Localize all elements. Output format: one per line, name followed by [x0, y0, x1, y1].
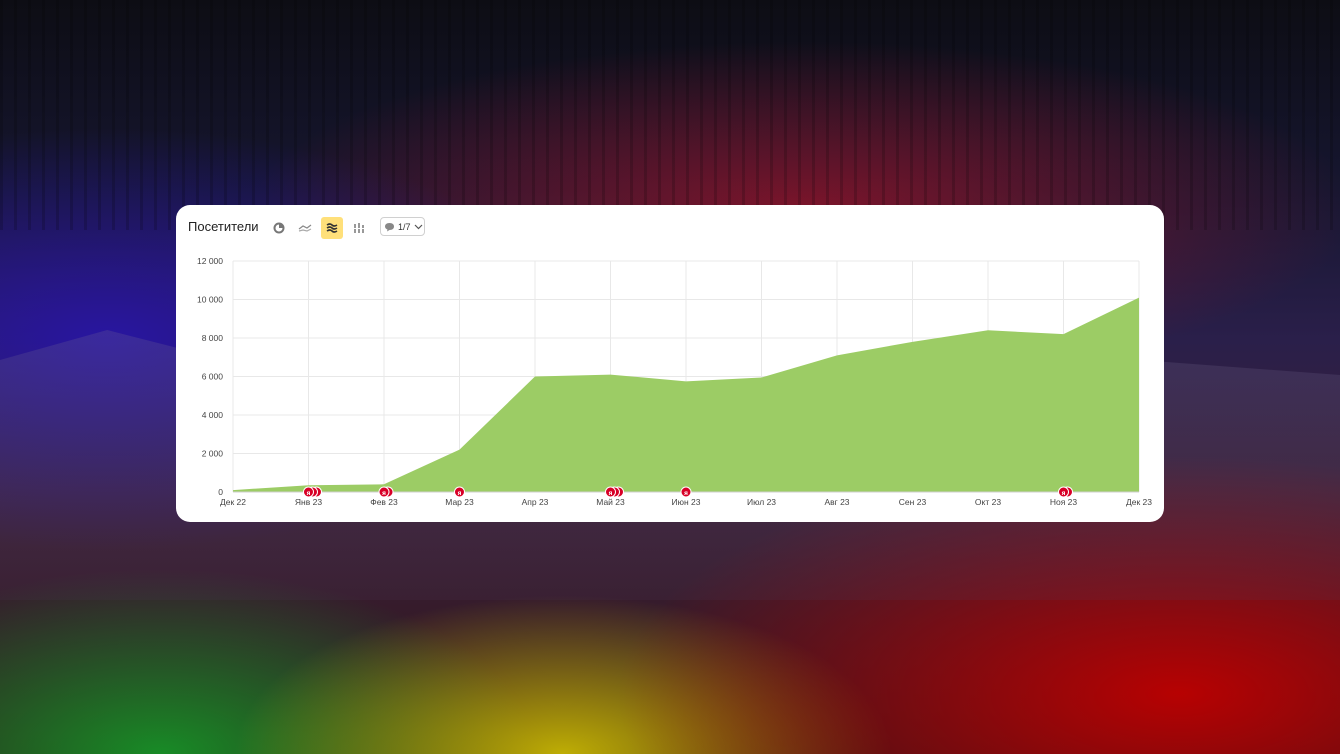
- x-tick-label: Июл 23: [747, 497, 776, 507]
- x-tick-label: Янв 23: [295, 497, 322, 507]
- x-tick-label: Апр 23: [522, 497, 549, 507]
- marker-bubble: [1058, 486, 1069, 498]
- x-tick-label: Дек 23: [1126, 497, 1152, 507]
- annotation-marker: я: [454, 486, 465, 498]
- marker-bubble: [605, 486, 616, 498]
- chart-card: Посетители: [176, 205, 1164, 522]
- visitors-area-chart: 0 2 000 4 000 6 000 8 000 10 000 12 000 Дек 22 Я…: [197, 256, 1152, 507]
- background-stripes: [0, 0, 1340, 230]
- x-tick-label: Сен 23: [899, 497, 927, 507]
- bar-stack-button[interactable]: [348, 217, 370, 239]
- chart-header: Посетители: [176, 205, 1164, 249]
- annotation-marker: я: [378, 486, 394, 498]
- marker-letter: я: [458, 490, 462, 497]
- marker-bubble: [378, 486, 390, 498]
- annotation-marker: я: [605, 486, 624, 498]
- y-tick-label: 0: [218, 487, 223, 497]
- pie-chart-icon: [273, 222, 285, 234]
- x-tick-label: Авг 23: [824, 497, 849, 507]
- series-area: [233, 297, 1139, 492]
- y-tick-label: 10 000: [197, 295, 223, 305]
- x-tick-label: Дек 22: [220, 497, 246, 507]
- y-tick-label: 8 000: [202, 333, 224, 343]
- pie-chart-button[interactable]: [268, 217, 290, 239]
- y-tick-label: 12 000: [197, 256, 223, 266]
- marker-bubble: [680, 486, 692, 498]
- chevron-down-icon: [414, 224, 422, 229]
- area-stack-icon: [326, 223, 338, 233]
- line-chart-icon: [298, 224, 312, 232]
- annotation-marker: я: [303, 486, 322, 498]
- marker-letter: я: [609, 490, 613, 497]
- annotations-label: 1/7: [398, 221, 411, 232]
- marker-letter: я: [307, 490, 311, 497]
- comment-icon: [385, 222, 394, 231]
- y-tick-label: 6 000: [202, 372, 224, 382]
- x-tick-label: Июн 23: [672, 497, 701, 507]
- area-stack-button[interactable]: [321, 217, 343, 239]
- x-tick-label: Окт 23: [975, 497, 1001, 507]
- marker-bubble: [454, 486, 465, 498]
- y-tick-label: 2 000: [202, 449, 224, 459]
- bar-stack-icon: [354, 223, 364, 233]
- x-tick-label: Май 23: [596, 497, 625, 507]
- x-tick-label: Фев 23: [370, 497, 398, 507]
- marker-bubble: [303, 486, 314, 498]
- y-tick-label: 4 000: [202, 410, 224, 420]
- annotation-marker: я: [680, 486, 692, 498]
- x-tick-label: Ноя 23: [1050, 497, 1078, 507]
- line-chart-button[interactable]: [294, 217, 316, 239]
- marker-letter: я: [382, 490, 386, 497]
- annotation-marker: я: [1058, 486, 1073, 498]
- x-tick-label: Мар 23: [445, 497, 474, 507]
- marker-letter: я: [1062, 490, 1066, 497]
- marker-letter: я: [684, 490, 688, 497]
- annotations-dropdown[interactable]: 1/7: [380, 217, 425, 236]
- chart-title: Посетители: [188, 219, 259, 234]
